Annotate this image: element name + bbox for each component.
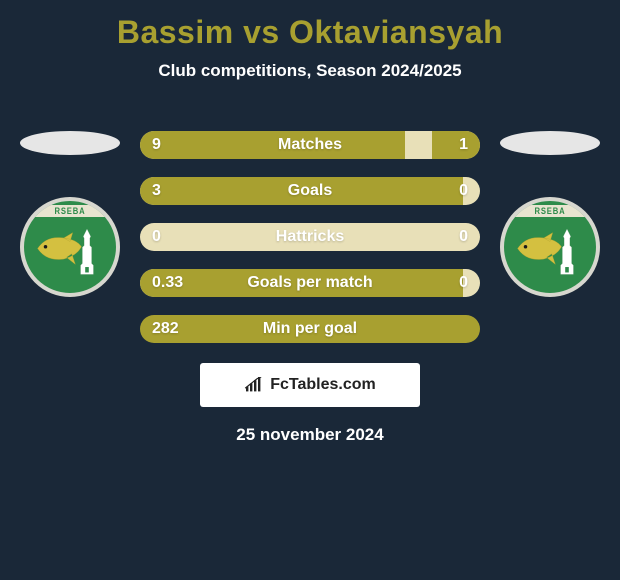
right-club-badge: RSEBA bbox=[500, 197, 600, 297]
stat-right-value: 0 bbox=[459, 274, 468, 292]
content-row: RSEBA 9 Matches 1 bbox=[0, 131, 620, 343]
date-text: 25 november 2024 bbox=[0, 425, 620, 445]
monument-icon bbox=[558, 229, 576, 279]
stat-right-value: 0 bbox=[459, 228, 468, 246]
right-player-col: RSEBA bbox=[500, 131, 600, 297]
stat-right-value: 1 bbox=[459, 136, 468, 154]
badge-ribbon-text: RSEBA bbox=[31, 205, 109, 217]
brand-text: FcTables.com bbox=[270, 376, 376, 394]
stat-left-value: 282 bbox=[152, 320, 179, 338]
stat-label: Goals per match bbox=[247, 274, 372, 292]
stat-label: Matches bbox=[278, 136, 342, 154]
bar-right-fill bbox=[432, 131, 480, 159]
stat-left-value: 0 bbox=[152, 228, 161, 246]
stat-row-goals: 3 Goals 0 bbox=[140, 177, 480, 205]
stat-row-goals-per-match: 0.33 Goals per match 0 bbox=[140, 269, 480, 297]
stat-label: Hattricks bbox=[276, 228, 344, 246]
left-player-col: RSEBA bbox=[20, 131, 120, 297]
stat-left-value: 3 bbox=[152, 182, 161, 200]
stat-left-value: 9 bbox=[152, 136, 161, 154]
page-subtitle: Club competitions, Season 2024/2025 bbox=[0, 61, 620, 81]
bar-left-fill bbox=[140, 131, 405, 159]
root-container: Bassim vs Oktaviansyah Club competitions… bbox=[0, 0, 620, 445]
right-player-placeholder bbox=[500, 131, 600, 155]
stat-label: Min per goal bbox=[263, 320, 357, 338]
stat-bars: 9 Matches 1 3 Goals 0 0 Hattricks 0 bbox=[140, 131, 480, 343]
page-title: Bassim vs Oktaviansyah bbox=[0, 8, 620, 61]
stat-label: Goals bbox=[288, 182, 332, 200]
left-player-placeholder bbox=[20, 131, 120, 155]
stat-right-value: 0 bbox=[459, 182, 468, 200]
stat-left-value: 0.33 bbox=[152, 274, 183, 292]
stat-row-hattricks: 0 Hattricks 0 bbox=[140, 223, 480, 251]
stat-row-min-per-goal: 282 Min per goal bbox=[140, 315, 480, 343]
stat-row-matches: 9 Matches 1 bbox=[140, 131, 480, 159]
left-club-badge: RSEBA bbox=[20, 197, 120, 297]
bar-chart-icon bbox=[244, 377, 264, 393]
monument-icon bbox=[78, 229, 96, 279]
badge-ribbon-text: RSEBA bbox=[511, 205, 589, 217]
brand-box[interactable]: FcTables.com bbox=[200, 363, 420, 407]
